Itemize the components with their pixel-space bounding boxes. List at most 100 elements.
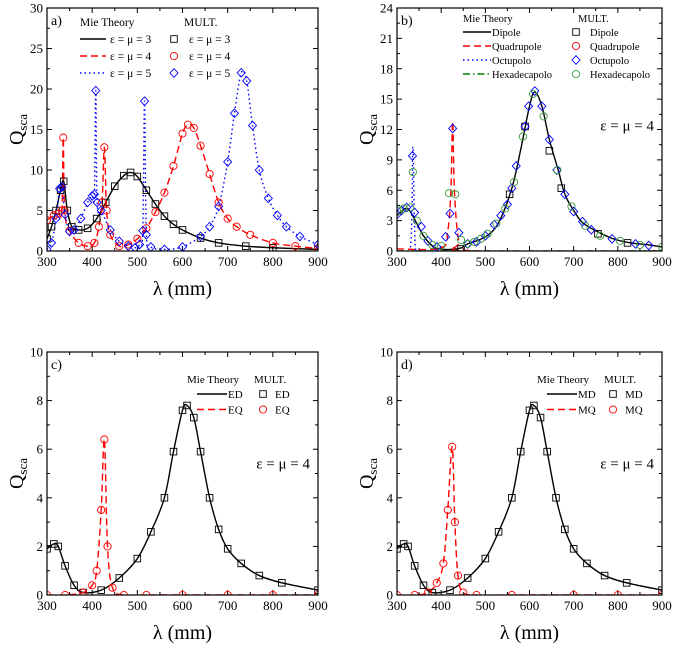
- legend-line-label: ε = μ = 3: [110, 34, 151, 46]
- data-point-square: [481, 554, 490, 563]
- panel-c: 300 400 500 600 700 800 900 0 2 4 6 8 10 λ (mm) Qsca c)…: [6, 345, 328, 645]
- data-point-square: [583, 559, 591, 568]
- data-point-square: [545, 147, 554, 155]
- y-tick-label: 25: [30, 41, 43, 56]
- data-point-square: [446, 586, 454, 594]
- series-line-EQ: [47, 438, 318, 595]
- x-tick-label: 300: [37, 598, 57, 613]
- data-point-square: [419, 581, 428, 590]
- data-point-circle: [205, 169, 214, 179]
- data-point-circle: [83, 242, 92, 251]
- data-point-circle: [596, 231, 605, 240]
- data-point-circle: [456, 235, 466, 244]
- data-point-diamond: [96, 205, 106, 216]
- y-axis-label-sub: sca: [365, 114, 380, 131]
- data-point-circle: [410, 590, 419, 595]
- series-line-Quadrupole: [397, 120, 662, 251]
- data-point-circle: [142, 224, 151, 233]
- data-point-square: [205, 494, 214, 502]
- y-tick-label: 15: [30, 122, 43, 137]
- data-point-diamond: [530, 86, 540, 96]
- data-point-square: [552, 494, 560, 502]
- data-point-diamond: [524, 101, 534, 112]
- data-point-circle: [397, 206, 404, 215]
- y-axis-label-main: Q: [356, 474, 378, 489]
- legend-title-mie: Mie Theory: [80, 17, 135, 29]
- y-axis-label-sub: sca: [15, 114, 30, 131]
- data-point-square: [623, 239, 632, 247]
- data-point-diamond: [139, 96, 150, 107]
- y-tick-label: 8: [387, 393, 394, 408]
- data-point-square: [54, 542, 63, 551]
- x-tick-label: 900: [652, 598, 672, 613]
- plot-frame: [46, 351, 319, 596]
- data-point-diamond: [313, 239, 318, 250]
- data-point-diamond: [159, 244, 170, 251]
- data-point-diamond: [295, 231, 305, 242]
- data-point-circle: [451, 190, 460, 199]
- data-point-diamond: [537, 101, 547, 112]
- y-axis-label: Qsca: [356, 114, 380, 145]
- x-tick-label: 500: [476, 598, 496, 613]
- data-point-circle: [88, 581, 97, 590]
- legend-marker-swatch: [259, 390, 267, 398]
- y-tick-label: 2: [387, 539, 394, 554]
- data-point-square: [169, 447, 178, 456]
- y-axis-label: Qsca: [6, 114, 30, 145]
- data-point-circle: [108, 583, 117, 592]
- panel-label: c): [51, 358, 62, 373]
- data-point-diamond: [83, 197, 93, 208]
- data-point-square: [428, 588, 437, 595]
- x-tick-label: 400: [431, 598, 451, 613]
- x-tick-label: 600: [173, 254, 193, 269]
- data-point-circle: [569, 590, 578, 595]
- data-point-square: [314, 586, 318, 594]
- legend-line-label: ED: [228, 389, 243, 401]
- y-tick-label: 10: [30, 345, 43, 360]
- y-tick-label: 5: [37, 203, 44, 218]
- legend-marker-label: MQ: [625, 405, 643, 417]
- data-point-square: [530, 401, 538, 410]
- data-point-circle: [419, 231, 428, 240]
- y-tick-label: 21: [380, 31, 393, 46]
- y-tick-label: 30: [30, 1, 43, 16]
- x-tick-label: 500: [128, 598, 148, 613]
- series-line-ED: [47, 403, 318, 594]
- data-point-circle: [79, 588, 88, 595]
- data-point-circle: [553, 165, 562, 175]
- data-point-diamond: [64, 226, 75, 237]
- series-line-MQ: [397, 446, 662, 595]
- data-point-circle: [189, 123, 198, 132]
- data-point-square: [569, 545, 578, 553]
- annotation: ε = μ = 4: [600, 457, 654, 473]
- x-tick-label: 500: [476, 254, 496, 269]
- panel-label: a): [51, 14, 62, 29]
- data-point-diamond: [263, 193, 273, 204]
- data-point-diamond: [489, 219, 499, 230]
- data-point-diamond: [89, 189, 100, 200]
- data-point-circle: [581, 221, 590, 230]
- data-point-square: [543, 447, 551, 456]
- data-point-diamond: [454, 227, 464, 238]
- y-tick-label: 12: [380, 122, 393, 137]
- data-point-circle: [100, 143, 109, 152]
- data-point-circle: [567, 202, 576, 211]
- y-tick-label: 3: [387, 213, 394, 228]
- legend-title-mie: Mie Theory: [463, 14, 513, 25]
- data-point-diamond: [560, 189, 570, 200]
- data-point-square: [516, 447, 525, 456]
- data-point-square: [196, 447, 205, 456]
- y-tick-label: 8: [37, 393, 44, 408]
- data-point-circle: [509, 178, 519, 187]
- data-point-circle: [445, 189, 454, 198]
- data-point-circle: [119, 590, 128, 595]
- legend-marker-label: MD: [625, 389, 643, 401]
- x-tick-label: 300: [387, 254, 407, 269]
- x-axis-label: λ (mm): [153, 278, 212, 300]
- plot-frame: [46, 7, 319, 252]
- data-point-diamond: [92, 197, 102, 208]
- x-tick-label: 300: [37, 254, 57, 269]
- data-point-diamond: [577, 216, 588, 227]
- data-point-diamond: [511, 160, 521, 171]
- data-point-square: [463, 574, 472, 582]
